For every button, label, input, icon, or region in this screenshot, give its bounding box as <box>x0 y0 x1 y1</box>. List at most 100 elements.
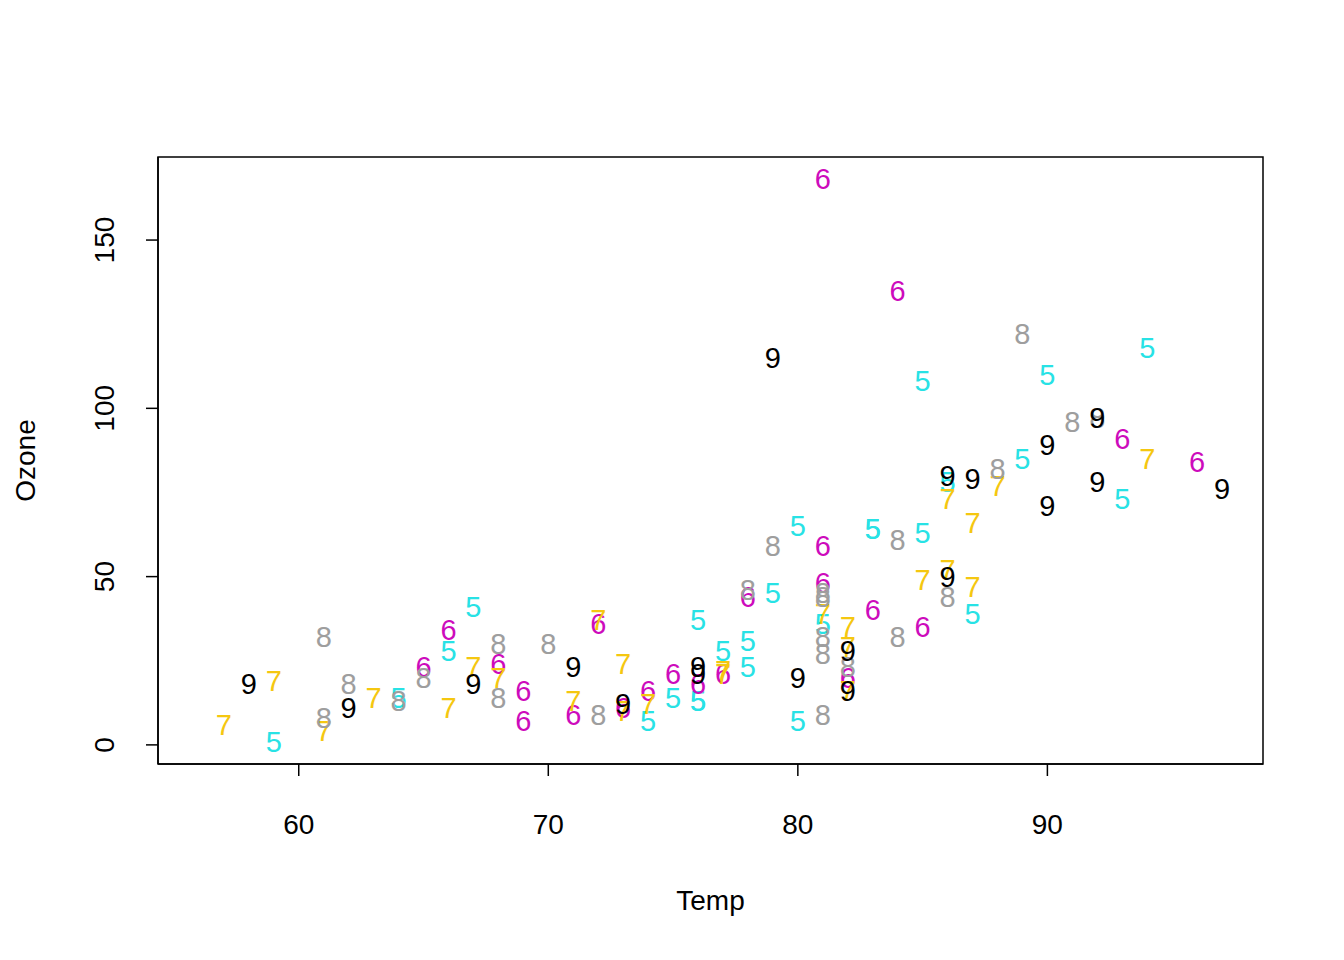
svg-text:5: 5 <box>440 634 457 667</box>
svg-text:9: 9 <box>840 675 856 707</box>
svg-text:5: 5 <box>1114 483 1130 515</box>
svg-text:6: 6 <box>815 163 831 195</box>
svg-text:5: 5 <box>790 705 806 737</box>
svg-text:9: 9 <box>765 342 781 374</box>
svg-text:60: 60 <box>283 809 314 840</box>
svg-text:9: 9 <box>1039 490 1055 522</box>
svg-text:6: 6 <box>515 675 531 707</box>
svg-text:8: 8 <box>1014 318 1030 350</box>
svg-text:8: 8 <box>890 524 906 556</box>
svg-text:6: 6 <box>1189 446 1205 478</box>
svg-text:7: 7 <box>366 682 382 714</box>
svg-text:0: 0 <box>89 737 120 753</box>
svg-text:5: 5 <box>740 651 756 683</box>
svg-text:5: 5 <box>465 591 481 623</box>
svg-text:100: 100 <box>89 385 120 432</box>
svg-text:9: 9 <box>565 651 581 683</box>
svg-text:5: 5 <box>765 577 781 609</box>
svg-text:7: 7 <box>565 685 581 717</box>
svg-text:150: 150 <box>89 217 120 264</box>
svg-text:8: 8 <box>989 453 1005 485</box>
svg-text:5: 5 <box>915 517 931 549</box>
svg-text:8: 8 <box>815 581 831 613</box>
svg-text:6: 6 <box>915 611 931 643</box>
svg-text:Ozone: Ozone <box>10 419 41 502</box>
svg-text:9: 9 <box>1039 429 1055 461</box>
svg-text:7: 7 <box>266 665 282 697</box>
svg-text:70: 70 <box>533 809 564 840</box>
svg-text:7: 7 <box>964 507 980 539</box>
svg-text:8: 8 <box>415 662 431 694</box>
svg-text:8: 8 <box>815 638 831 670</box>
svg-text:7: 7 <box>216 709 232 741</box>
svg-text:7: 7 <box>715 658 731 690</box>
svg-text:8: 8 <box>316 621 332 653</box>
svg-text:8: 8 <box>340 668 357 701</box>
svg-text:8: 8 <box>890 621 906 653</box>
svg-text:6: 6 <box>715 658 731 690</box>
svg-text:6: 6 <box>440 614 456 646</box>
svg-text:8: 8 <box>490 628 506 660</box>
svg-text:8: 8 <box>390 685 406 717</box>
svg-text:7: 7 <box>839 611 856 644</box>
svg-text:5: 5 <box>739 624 756 657</box>
svg-text:5: 5 <box>266 726 282 758</box>
svg-text:5: 5 <box>1039 359 1055 391</box>
svg-text:7: 7 <box>939 483 956 516</box>
svg-text:9: 9 <box>1089 402 1105 434</box>
svg-text:80: 80 <box>782 809 813 840</box>
svg-text:5: 5 <box>640 705 657 738</box>
svg-text:90: 90 <box>1032 809 1063 840</box>
svg-text:9: 9 <box>241 668 257 700</box>
svg-text:5: 5 <box>714 634 731 667</box>
svg-text:8: 8 <box>765 530 781 562</box>
svg-text:5: 5 <box>865 513 881 545</box>
svg-text:9: 9 <box>840 635 856 667</box>
svg-text:50: 50 <box>89 561 120 592</box>
svg-text:6: 6 <box>865 594 881 626</box>
svg-text:9: 9 <box>940 561 956 593</box>
svg-text:9: 9 <box>341 692 357 724</box>
svg-text:9: 9 <box>690 658 706 690</box>
svg-text:8: 8 <box>740 574 756 606</box>
svg-text:6: 6 <box>890 275 906 307</box>
svg-text:6: 6 <box>1114 423 1130 455</box>
svg-text:8: 8 <box>1064 406 1080 438</box>
svg-text:8: 8 <box>490 682 506 714</box>
svg-text:7: 7 <box>915 564 931 596</box>
svg-text:9: 9 <box>964 463 980 495</box>
svg-text:8: 8 <box>540 628 556 660</box>
svg-text:5: 5 <box>790 510 806 542</box>
svg-text:9: 9 <box>465 668 481 700</box>
svg-text:9: 9 <box>940 460 956 492</box>
svg-text:5: 5 <box>964 597 981 630</box>
svg-text:7: 7 <box>840 675 856 707</box>
svg-text:8: 8 <box>815 699 831 731</box>
svg-text:8: 8 <box>316 702 332 734</box>
svg-text:7: 7 <box>490 661 507 694</box>
svg-text:8: 8 <box>1089 402 1105 434</box>
svg-text:7: 7 <box>615 648 631 680</box>
svg-text:5: 5 <box>1139 332 1155 364</box>
svg-text:6: 6 <box>815 530 831 562</box>
svg-text:5: 5 <box>690 685 707 718</box>
svg-text:7: 7 <box>964 571 980 603</box>
svg-text:5: 5 <box>915 365 931 397</box>
svg-text:7: 7 <box>1139 443 1155 475</box>
svg-text:7: 7 <box>440 692 456 724</box>
svg-text:6: 6 <box>515 705 531 737</box>
svg-text:9: 9 <box>790 662 806 694</box>
svg-text:5: 5 <box>665 681 682 714</box>
svg-text:8: 8 <box>590 699 606 731</box>
svg-text:5: 5 <box>1014 443 1030 475</box>
svg-text:5: 5 <box>865 513 881 545</box>
svg-text:9: 9 <box>1214 473 1230 505</box>
svg-text:7: 7 <box>640 688 656 720</box>
svg-text:6: 6 <box>665 658 681 690</box>
svg-text:7: 7 <box>590 604 606 636</box>
svg-text:9: 9 <box>1089 466 1105 498</box>
svg-text:9: 9 <box>615 688 631 720</box>
svg-text:5: 5 <box>690 604 706 636</box>
svg-text:Temp: Temp <box>676 885 744 916</box>
svg-text:7: 7 <box>989 469 1006 502</box>
